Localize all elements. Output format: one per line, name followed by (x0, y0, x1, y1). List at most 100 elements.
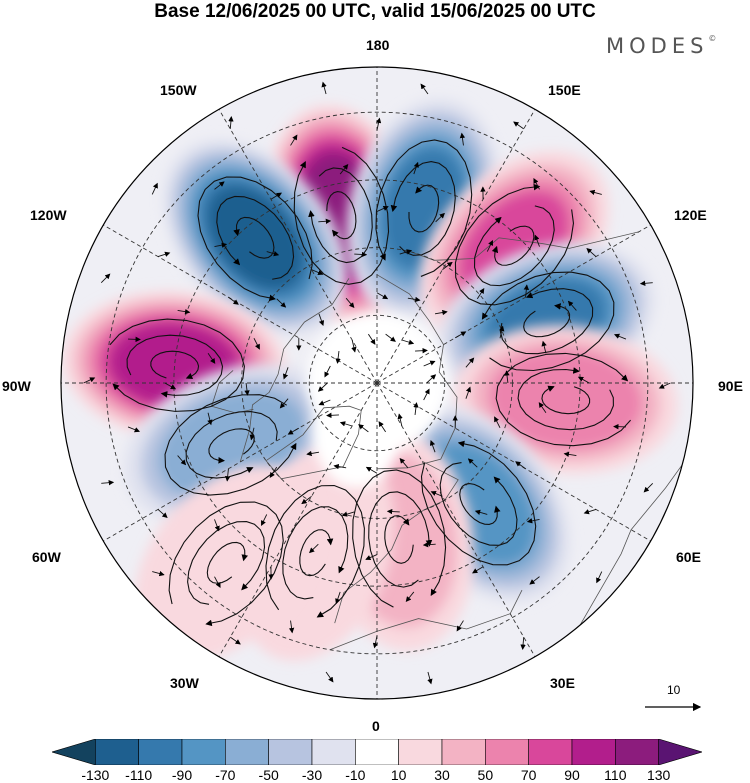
lon-label-30w: 30W (170, 675, 199, 691)
flow-arrow (415, 347, 428, 354)
flow-arrow (442, 261, 453, 270)
latitude-circle-30 (105, 111, 649, 655)
flow-arrow (456, 620, 464, 632)
flow-arrow (288, 620, 295, 634)
flow-arrow (376, 205, 389, 212)
streamline-vortex-w140-negative (197, 176, 313, 302)
flow-arrow (504, 370, 510, 384)
flow-arrow (249, 427, 255, 441)
flow-arrow (515, 461, 526, 470)
flow-arrow (276, 298, 287, 308)
flow-arrow (534, 234, 540, 247)
colorbar-swatch (355, 739, 399, 765)
flow-arrow (567, 300, 577, 311)
flow-arrow (318, 218, 332, 224)
lon-label-30e: 30E (550, 675, 575, 691)
streamline-vortex-e40-negative (420, 440, 537, 566)
flow-arrow (261, 514, 268, 527)
flow-arrow (266, 251, 280, 257)
colorbar-swatch (95, 739, 139, 765)
flow-arrow (214, 576, 221, 589)
flow-arrow (228, 116, 234, 129)
flow-arrow (586, 247, 597, 257)
flow-arrow (101, 480, 115, 486)
flow-arrow (230, 636, 241, 645)
flow-arrow (658, 382, 671, 389)
flow-arrow (335, 591, 341, 605)
flow-arrow (224, 468, 231, 482)
flow-arrow (467, 458, 478, 468)
flow-arrow (513, 121, 524, 130)
streamline-vortex-e165-negative (375, 139, 473, 277)
flow-arrow (339, 421, 353, 427)
flow-arrow (311, 269, 324, 276)
flow-arrow (577, 376, 590, 384)
copyright-mark: © (708, 34, 717, 43)
colorbar-swatch (268, 739, 313, 765)
flow-arrow (152, 570, 165, 577)
flow-arrow (345, 297, 355, 309)
lon-label-120e: 120E (674, 207, 707, 223)
flow-arrow (279, 398, 289, 409)
flow-arrow (426, 374, 437, 384)
flow-arrow (335, 351, 341, 364)
flow-arrow (529, 576, 540, 585)
meridian-150 (376, 109, 536, 384)
flow-arrow (365, 554, 378, 561)
flow-arrow (423, 388, 430, 401)
flow-arrow (351, 339, 357, 353)
colorbar-swatch (181, 739, 226, 765)
flow-arrow (538, 402, 547, 414)
map-title: Base 12/06/2025 00 UTC, valid 15/06/2025… (154, 1, 596, 22)
flow-arrow (83, 377, 96, 384)
flow-arrow (269, 466, 278, 478)
flow-arrow (341, 511, 355, 517)
flow-arrow (127, 426, 141, 433)
flow-arrow (151, 182, 158, 195)
flow-arrow (563, 451, 577, 458)
colorbar-tick-label: 90 (564, 767, 580, 783)
streamline-vortex-e135-positive (454, 183, 575, 306)
lon-label-0: 0 (372, 718, 380, 734)
flow-arrow (214, 181, 225, 190)
streamline-vortex-w95-positive (109, 318, 245, 412)
colorbar-tick-label: -130 (81, 767, 110, 783)
flow-arrow (290, 134, 298, 146)
coast-north-america (239, 278, 350, 463)
lon-label-150w: 150W (160, 82, 197, 98)
lon-label-60e: 60E (676, 549, 701, 565)
lon-label-60w: 60W (32, 549, 61, 565)
flow-arrow (429, 440, 436, 453)
flow-arrow (367, 333, 376, 345)
flow-arrow (399, 249, 413, 255)
latitude-circle-75 (308, 314, 446, 452)
flow-arrow (207, 352, 216, 364)
flow-arrow (317, 382, 328, 392)
lon-label-90w: 90W (2, 378, 31, 394)
flow-arrow (253, 338, 260, 350)
flow-arrow (385, 333, 396, 342)
colorbar-tick-label: 110 (604, 767, 627, 783)
brand-name: MODES (606, 34, 709, 58)
flow-arrow (407, 296, 421, 303)
flow-arrow (494, 416, 501, 428)
flow-arrow (413, 402, 419, 415)
colorbar (52, 739, 702, 765)
flow-arrow (465, 386, 472, 399)
colorbar-tick-label: 30 (434, 767, 450, 783)
flow-arrow (474, 509, 488, 515)
colorbar-tick-label: 70 (520, 767, 537, 783)
flow-arrow (287, 427, 300, 435)
flow-arrow (306, 450, 320, 457)
flow-arrow (309, 543, 319, 554)
flow-arrow (533, 177, 540, 190)
meridian-60 (376, 382, 651, 542)
flow-arrow (157, 251, 171, 258)
coast-east-asia (411, 231, 639, 261)
flow-arrow (318, 399, 331, 406)
streamline-vortex-e10-positive (352, 469, 447, 608)
colorbar-tick-label: 130 (646, 767, 671, 783)
flow-arrow (499, 325, 505, 339)
colorbar-swatch (225, 739, 269, 765)
colorbar-swatch (528, 739, 573, 765)
